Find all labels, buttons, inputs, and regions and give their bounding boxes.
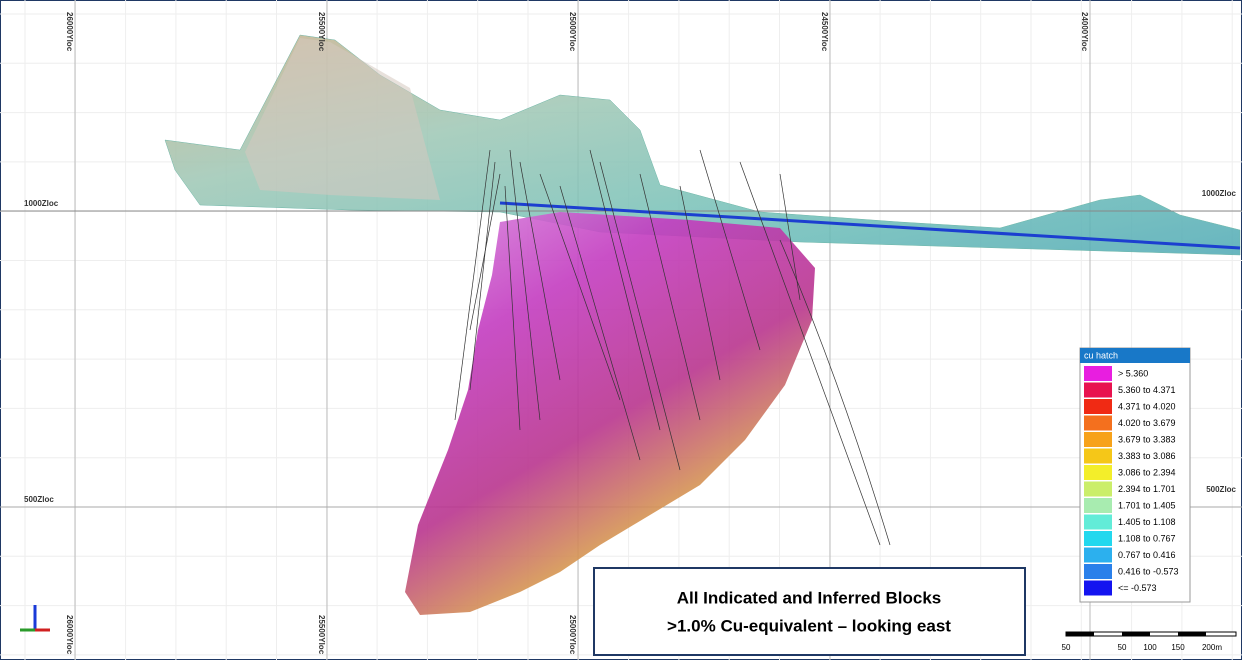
caption-line: All Indicated and Inferred Blocks <box>677 588 942 607</box>
scale-label: 200m <box>1202 643 1222 652</box>
legend-swatch <box>1084 531 1112 546</box>
drill-hole <box>699 149 761 351</box>
legend-label: 3.679 to 3.383 <box>1118 434 1176 444</box>
section-line <box>499 201 1241 250</box>
legend-swatch <box>1084 547 1112 563</box>
legend-swatch <box>1084 399 1112 414</box>
grid-label: 500Zloc <box>24 495 54 504</box>
grid-label: 25000Yloc <box>568 615 577 655</box>
legend-label: 3.086 to 2.394 <box>1118 467 1176 477</box>
legend-swatch <box>1084 382 1112 398</box>
scale-label: 50 <box>1118 643 1127 652</box>
grid-label: 25000Yloc <box>568 12 577 52</box>
legend-label: 3.383 to 3.086 <box>1118 451 1176 461</box>
scale-label: 50 <box>1062 643 1071 652</box>
grid-label: 26000Yloc <box>65 615 74 655</box>
legend-label: 1.405 to 1.108 <box>1118 517 1176 527</box>
caption-line: >1.0% Cu-equivalent – looking east <box>667 616 951 635</box>
legend-swatch <box>1084 448 1112 464</box>
drill-hole <box>519 161 561 381</box>
legend: cu hatch > 5.360 5.360 to 4.371 4.371 to 4… <box>1079 347 1191 603</box>
legend-header <box>1080 348 1190 363</box>
legend-swatch <box>1084 498 1112 513</box>
drill-hole <box>504 185 521 431</box>
grid-label: 25500Yloc <box>317 615 326 655</box>
legend-swatch <box>1084 465 1112 480</box>
legend-swatch <box>1084 580 1112 596</box>
legend-swatch <box>1084 564 1112 579</box>
drill-hole <box>469 161 496 391</box>
legend-label: 0.416 to -0.573 <box>1118 566 1179 576</box>
drill-hole <box>539 173 621 401</box>
drill-hole <box>509 149 541 421</box>
legend-label: 0.767 to 0.416 <box>1118 550 1176 560</box>
drill-hole <box>589 149 661 431</box>
orebody <box>405 212 815 615</box>
drill-hole <box>639 173 701 421</box>
scale-label: 100 <box>1143 643 1157 652</box>
legend-swatch <box>1084 514 1112 530</box>
grid-label: 1000Zloc <box>1202 189 1237 198</box>
legend-swatch <box>1084 481 1112 497</box>
legend-label: 2.394 to 1.701 <box>1118 484 1176 494</box>
drill-holes <box>454 149 891 546</box>
legend-label: 1.108 to 0.767 <box>1118 533 1176 543</box>
legend-title: cu hatch <box>1084 350 1118 360</box>
legend-label: 4.020 to 3.679 <box>1118 418 1176 428</box>
axis-triad <box>20 605 50 632</box>
caption-frame <box>593 567 1026 656</box>
drill-hole <box>559 185 641 461</box>
grid-label: 1000Zloc <box>24 199 59 208</box>
caption-box: All Indicated and Inferred Blocks >1.0% … <box>593 567 1026 656</box>
legend-swatch <box>1084 366 1112 381</box>
scale-bar: 50 50 100 150 200m <box>1062 631 1237 652</box>
drill-hole <box>739 161 881 546</box>
grid-label: 26000Yloc <box>65 12 74 52</box>
drill-hole <box>599 161 681 471</box>
grid-label: 25500Yloc <box>317 12 326 52</box>
legend-label: 4.371 to 4.020 <box>1118 401 1176 411</box>
scale-label: 150 <box>1171 643 1185 652</box>
grid-label: 500Zloc <box>1206 485 1236 494</box>
drill-hole <box>454 149 491 421</box>
legend-label: <= -0.573 <box>1118 583 1157 593</box>
grid-label: 24000Yloc <box>1080 12 1089 52</box>
legend-label: > 5.360 <box>1118 368 1148 378</box>
pit-wall <box>245 38 440 200</box>
grid-label: 24500Yloc <box>820 12 829 52</box>
drill-hole <box>469 173 501 331</box>
legend-label: 5.360 to 4.371 <box>1118 385 1176 395</box>
legend-label: 1.701 to 1.405 <box>1118 500 1176 510</box>
legend-swatch <box>1084 432 1112 447</box>
drill-hole <box>779 239 891 546</box>
drill-hole <box>679 185 721 381</box>
legend-swatch <box>1084 415 1112 431</box>
